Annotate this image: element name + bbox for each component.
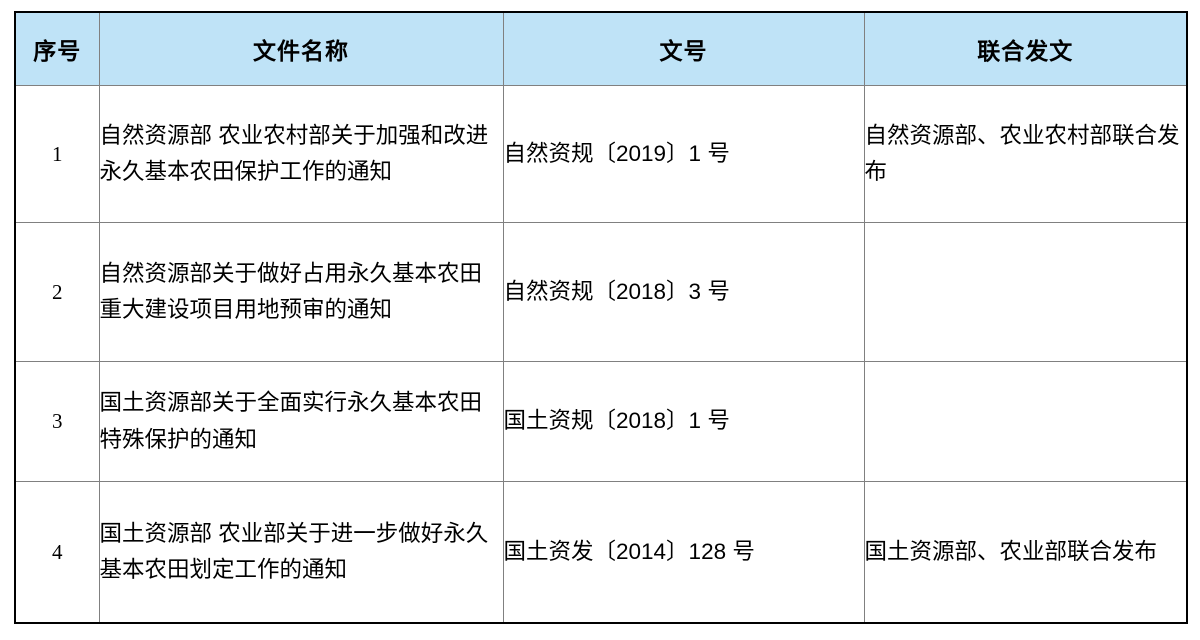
- policy-document-table: 序号 文件名称 文号 联合发文 1 自然资源部 农业农村部关于加强和改进永久基本…: [14, 11, 1188, 624]
- table-row: 4 国土资源部 农业部关于进一步做好永久基本农田划定工作的通知 国土资发〔201…: [15, 481, 1187, 623]
- table-header-row: 序号 文件名称 文号 联合发文: [15, 11, 1187, 86]
- cell-join-text: 国土资源部、农业部联合发布: [864, 538, 1158, 564]
- cell-no-text: 国土资规〔2018〕1 号: [503, 408, 730, 434]
- cell-seq: 1: [15, 85, 100, 223]
- cell-no-text: 国土资发〔2014〕128 号: [503, 538, 755, 564]
- cell-seq: 3: [15, 361, 100, 482]
- column-header-join: 联合发文: [863, 11, 1187, 86]
- cell-no: 国土资规〔2018〕1 号: [502, 361, 865, 482]
- cell-name: 国土资源部关于全面实行永久基本农田特殊保护的通知: [98, 361, 504, 482]
- cell-join: 国土资源部、农业部联合发布: [863, 481, 1187, 623]
- column-header-name: 文件名称: [98, 11, 504, 86]
- cell-no-text: 自然资规〔2019〕1 号: [503, 140, 730, 166]
- table-row: 2 自然资源部关于做好占用永久基本农田重大建设项目用地预审的通知 自然资规〔20…: [15, 222, 1187, 362]
- cell-no: 自然资规〔2019〕1 号: [502, 85, 865, 223]
- cell-no: 自然资规〔2018〕3 号: [502, 222, 865, 362]
- cell-join-text: 自然资源部、农业农村部联合发布: [864, 122, 1180, 184]
- column-header-no: 文号: [502, 11, 865, 86]
- cell-no-text: 自然资规〔2018〕3 号: [503, 278, 730, 304]
- cell-join: [863, 222, 1187, 362]
- cell-name: 国土资源部 农业部关于进一步做好永久基本农田划定工作的通知: [98, 481, 504, 623]
- cell-name-text: 自然资源部 农业农村部关于加强和改进永久基本农田保护工作的通知: [99, 122, 489, 184]
- cell-no: 国土资发〔2014〕128 号: [502, 481, 865, 623]
- table-row: 1 自然资源部 农业农村部关于加强和改进永久基本农田保护工作的通知 自然资规〔2…: [15, 85, 1187, 223]
- cell-name-text: 自然资源部关于做好占用永久基本农田重大建设项目用地预审的通知: [99, 260, 483, 322]
- cell-name-text: 国土资源部关于全面实行永久基本农田特殊保护的通知: [99, 390, 483, 452]
- table-header: 序号 文件名称 文号 联合发文: [15, 11, 1187, 86]
- column-header-seq: 序号: [15, 11, 100, 86]
- cell-name: 自然资源部关于做好占用永久基本农田重大建设项目用地预审的通知: [98, 222, 504, 362]
- cell-name-text: 国土资源部 农业部关于进一步做好永久基本农田划定工作的通知: [99, 520, 489, 582]
- document-table-container: 序号 文件名称 文号 联合发文 1 自然资源部 农业农村部关于加强和改进永久基本…: [14, 11, 1188, 624]
- cell-seq: 4: [15, 481, 100, 623]
- cell-seq: 2: [15, 222, 100, 362]
- cell-join: [863, 361, 1187, 482]
- table-row: 3 国土资源部关于全面实行永久基本农田特殊保护的通知 国土资规〔2018〕1 号: [15, 361, 1187, 482]
- cell-join: 自然资源部、农业农村部联合发布: [863, 85, 1187, 223]
- cell-name: 自然资源部 农业农村部关于加强和改进永久基本农田保护工作的通知: [98, 85, 504, 223]
- table-body: 1 自然资源部 农业农村部关于加强和改进永久基本农田保护工作的通知 自然资规〔2…: [15, 85, 1187, 623]
